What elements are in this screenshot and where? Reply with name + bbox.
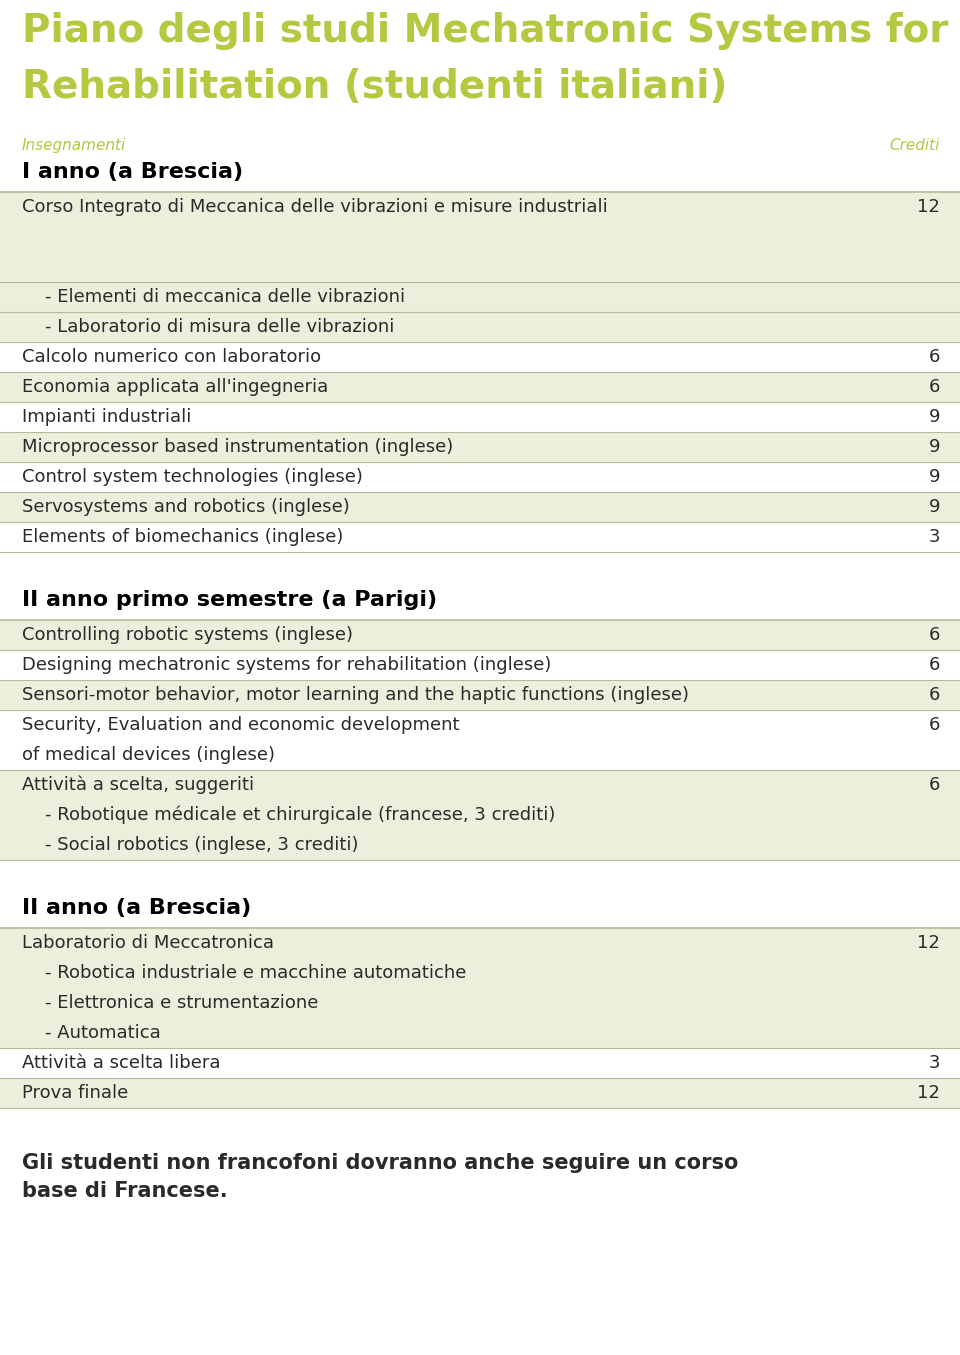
Text: 12: 12 (917, 198, 940, 215)
Text: Piano degli studi Mechatronic Systems for: Piano degli studi Mechatronic Systems fo… (22, 12, 948, 50)
Text: 9: 9 (928, 499, 940, 516)
Text: - Laboratorio di misura delle vibrazioni: - Laboratorio di misura delle vibrazioni (22, 318, 395, 336)
Text: Attività a scelta libera: Attività a scelta libera (22, 1054, 221, 1072)
Text: II anno primo semestre (a Parigi): II anno primo semestre (a Parigi) (22, 589, 437, 610)
Bar (0, 621, 960, 650)
Bar (0, 928, 960, 1047)
Text: I anno (a Brescia): I anno (a Brescia) (22, 163, 243, 182)
Bar (0, 770, 960, 860)
Text: 6: 6 (928, 776, 940, 794)
Text: Servosystems and robotics (inglese): Servosystems and robotics (inglese) (22, 499, 349, 516)
Text: 6: 6 (928, 715, 940, 734)
Text: Control system technologies (inglese): Control system technologies (inglese) (22, 467, 363, 486)
Text: - Elettronica e strumentazione: - Elettronica e strumentazione (22, 995, 319, 1012)
Bar (0, 402, 960, 432)
Text: Corso Integrato di Meccanica delle vibrazioni e misure industriali: Corso Integrato di Meccanica delle vibra… (22, 198, 608, 215)
Text: Controlling robotic systems (inglese): Controlling robotic systems (inglese) (22, 626, 353, 644)
Text: Sensori-motor behavior, motor learning and the haptic functions (inglese): Sensori-motor behavior, motor learning a… (22, 686, 689, 705)
Text: Rehabilitation (studenti italiani): Rehabilitation (studenti italiani) (22, 68, 728, 106)
Text: Security, Evaluation and economic development: Security, Evaluation and economic develo… (22, 715, 460, 734)
Text: 12: 12 (917, 934, 940, 953)
Text: 6: 6 (928, 378, 940, 396)
Text: 6: 6 (928, 348, 940, 366)
Bar (0, 373, 960, 402)
Text: 6: 6 (928, 656, 940, 673)
Text: Gli studenti non francofoni dovranno anche seguire un corso
base di Francese.: Gli studenti non francofoni dovranno anc… (22, 1153, 738, 1201)
Text: 12: 12 (917, 1084, 940, 1102)
Text: - Automatica: - Automatica (22, 1024, 160, 1042)
Bar (0, 341, 960, 373)
Text: 9: 9 (928, 467, 940, 486)
Bar (0, 312, 960, 341)
Text: Designing mechatronic systems for rehabilitation (inglese): Designing mechatronic systems for rehabi… (22, 656, 551, 673)
Bar (0, 522, 960, 551)
Bar (0, 492, 960, 522)
Text: 9: 9 (928, 408, 940, 425)
Text: 9: 9 (928, 438, 940, 457)
Text: Calcolo numerico con laboratorio: Calcolo numerico con laboratorio (22, 348, 322, 366)
Text: Prova finale: Prova finale (22, 1084, 129, 1102)
Text: 6: 6 (928, 626, 940, 644)
Text: Economia applicata all'ingegneria: Economia applicata all'ingegneria (22, 378, 328, 396)
Text: Elements of biomechanics (inglese): Elements of biomechanics (inglese) (22, 528, 344, 546)
Bar (0, 710, 960, 770)
Text: of medical devices (inglese): of medical devices (inglese) (22, 747, 275, 764)
Bar (0, 680, 960, 710)
Text: - Robotica industriale e macchine automatiche: - Robotica industriale e macchine automa… (22, 963, 467, 982)
Text: Crediti: Crediti (890, 138, 940, 153)
Text: - Social robotics (inglese, 3 crediti): - Social robotics (inglese, 3 crediti) (22, 836, 358, 854)
Text: - Elementi di meccanica delle vibrazioni: - Elementi di meccanica delle vibrazioni (22, 289, 405, 306)
Bar (0, 1047, 960, 1079)
Text: Impianti industriali: Impianti industriali (22, 408, 191, 425)
Bar (0, 650, 960, 680)
Bar (0, 462, 960, 492)
Text: Laboratorio di Meccatronica: Laboratorio di Meccatronica (22, 934, 274, 953)
Text: 6: 6 (928, 686, 940, 705)
Text: II anno (a Brescia): II anno (a Brescia) (22, 898, 252, 917)
Bar (0, 432, 960, 462)
Bar (0, 282, 960, 312)
Bar (0, 1079, 960, 1108)
Text: Attività a scelta, suggeriti: Attività a scelta, suggeriti (22, 776, 254, 794)
Text: Insegnamenti: Insegnamenti (22, 138, 127, 153)
Text: 3: 3 (928, 1054, 940, 1072)
Text: - Robotique médicale et chirurgicale (francese, 3 crediti): - Robotique médicale et chirurgicale (fr… (22, 806, 556, 824)
Text: Microprocessor based instrumentation (inglese): Microprocessor based instrumentation (in… (22, 438, 453, 457)
Text: 3: 3 (928, 528, 940, 546)
Bar (0, 192, 960, 282)
